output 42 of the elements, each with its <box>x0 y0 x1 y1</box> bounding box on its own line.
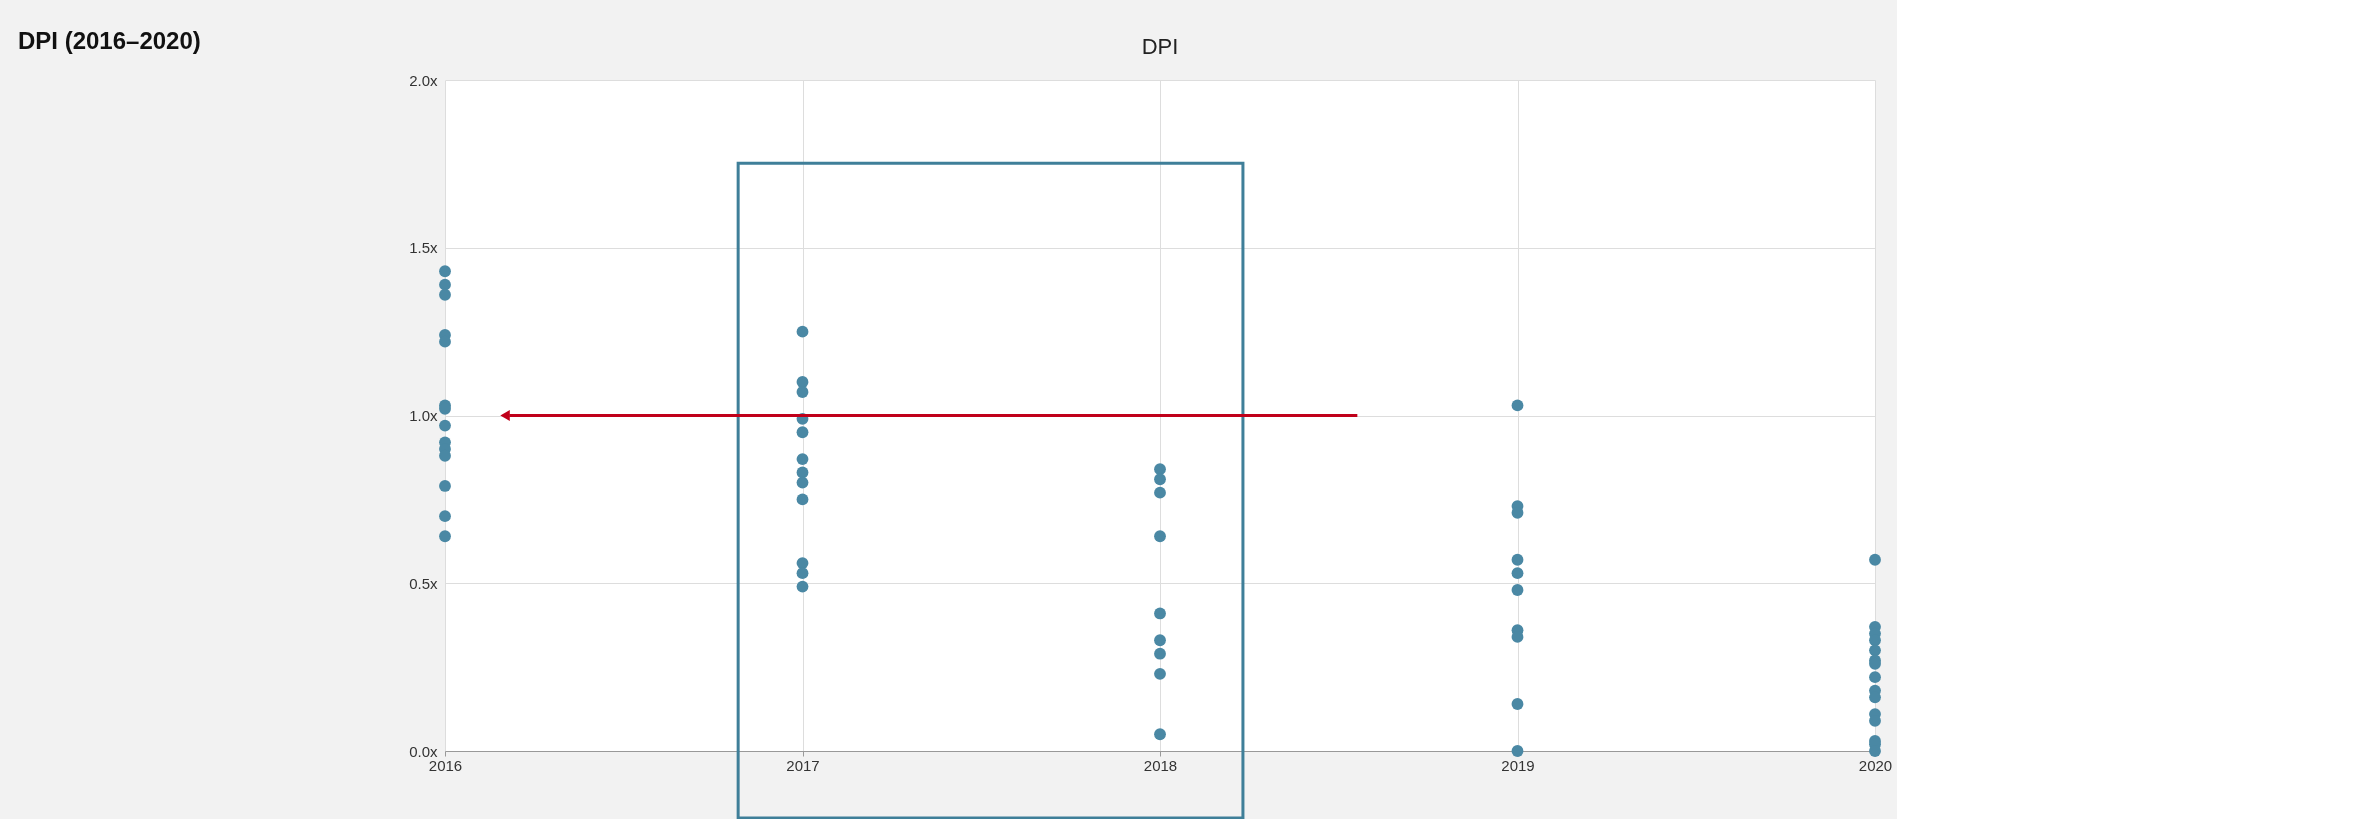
y-tick-label: 1.0x <box>409 407 438 424</box>
point <box>1511 584 1524 596</box>
text: DPI (2016–2020) <box>18 27 201 54</box>
point <box>439 480 451 492</box>
y-tick-label: 0.5x <box>409 574 438 592</box>
y-tick-label: 1.5x <box>409 239 438 257</box>
point <box>1511 745 1524 757</box>
point <box>1154 473 1166 486</box>
point <box>1154 634 1166 647</box>
point <box>1869 644 1881 657</box>
point <box>1154 530 1166 543</box>
point <box>796 567 809 580</box>
point <box>1511 567 1524 580</box>
point <box>796 493 809 506</box>
point <box>1869 671 1881 684</box>
point <box>796 580 809 593</box>
point <box>439 288 451 301</box>
x-tick-label: 2018 <box>1143 756 1178 774</box>
x-tick-label: 2020 <box>1858 756 1893 774</box>
point <box>439 278 451 291</box>
point <box>1511 553 1524 566</box>
point <box>439 530 451 543</box>
point <box>796 386 809 398</box>
point <box>439 265 451 278</box>
point <box>1154 486 1166 499</box>
point <box>439 510 451 523</box>
point <box>439 419 451 432</box>
point <box>796 325 809 338</box>
point <box>1154 647 1166 660</box>
chart-subtitle: DPI <box>1141 34 1179 59</box>
point <box>1154 728 1166 741</box>
point <box>1511 698 1524 710</box>
point <box>1511 399 1524 412</box>
point <box>1869 553 1881 566</box>
point <box>796 453 809 466</box>
point <box>796 476 809 489</box>
point <box>1154 667 1166 680</box>
x-tick-label: 2017 <box>786 756 820 774</box>
point <box>1154 607 1166 620</box>
x-tick-label: 2019 <box>1501 756 1535 774</box>
point <box>796 426 809 439</box>
y-tick-label: 2.0x <box>409 71 438 89</box>
